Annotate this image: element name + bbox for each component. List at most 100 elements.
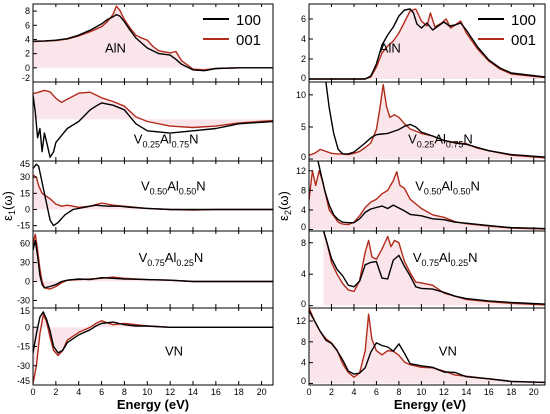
- x-tick-label: 8: [122, 387, 127, 397]
- right-ylabel: ε2(ω): [276, 191, 293, 221]
- x-tick-label: 20: [257, 387, 267, 397]
- series-100-line: [33, 13, 273, 72]
- y-tick-label: 0: [301, 222, 306, 232]
- x-tick-label: 8: [396, 387, 401, 397]
- legend-left-label-100: 100: [236, 12, 261, 29]
- panel-left-1: V0.25Al0.75N: [32, 81, 274, 162]
- y-tick-label: 4: [301, 205, 306, 215]
- label-mid: Al: [160, 132, 172, 147]
- series-001-fill: [309, 308, 545, 384]
- x-tick-label: 2: [329, 387, 334, 397]
- y-tick-label: 2: [301, 54, 306, 64]
- x-tick-label: 16: [484, 387, 494, 397]
- x-tick-label: 0: [30, 387, 35, 397]
- label-pre: V: [413, 250, 422, 265]
- x-tick-label: 10: [142, 387, 152, 397]
- panel-left-3: 60 30 0 -30 V0.75Al0.25N: [17, 230, 274, 309]
- label-post: N: [196, 178, 205, 193]
- x-tick-label: 6: [374, 387, 379, 397]
- label-post: N: [468, 250, 477, 265]
- y-tick-label: 15: [20, 306, 30, 316]
- panel-label: AlN: [105, 40, 126, 55]
- y-tick-label: 6: [25, 20, 30, 30]
- label-sub2: 0.75: [172, 140, 190, 150]
- y-tick-label: 4: [301, 269, 306, 279]
- label-pre: AlN: [380, 40, 401, 55]
- y-tick-label: 0: [301, 376, 306, 386]
- y-tick-label: 0: [25, 204, 30, 214]
- y-tick-label: 8: [301, 337, 306, 347]
- y-tick-label: 45: [20, 159, 30, 169]
- y-tick-label: 0: [301, 299, 306, 309]
- series-100-line: [33, 163, 273, 227]
- series-001-fill: [309, 9, 545, 79]
- y-tick-label: 4: [301, 358, 306, 368]
- series-100-line: [322, 231, 545, 305]
- label-pre: VN: [165, 344, 183, 359]
- y-tick-label: 10: [296, 90, 306, 100]
- series-100-line: [309, 310, 545, 384]
- label-sub1: 0.75: [422, 258, 440, 268]
- panel-label: V0.75Al0.25N: [139, 250, 204, 268]
- x-tick-label: 6: [99, 387, 104, 397]
- series-100-line: [325, 82, 545, 158]
- right-ylabel-tail: (ω): [276, 191, 291, 210]
- panel-label: VN: [439, 344, 457, 359]
- x-tick-label: 14: [188, 387, 198, 397]
- label-pre: AlN: [105, 40, 126, 55]
- panels-layer: -202468AlNV0.25Al0.75N4530150-15V0.50Al0…: [17, 3, 546, 397]
- y-tick-label: -30: [17, 361, 30, 371]
- right-xlabel: Energy (eV): [394, 397, 466, 412]
- legend-left: 100 001: [203, 12, 261, 49]
- label-post: N: [194, 250, 203, 265]
- left-xlabel: Energy (eV): [117, 397, 189, 412]
- panel-label: VN: [165, 344, 183, 359]
- right-ylabel-sub: 2: [283, 210, 293, 215]
- series-001-fill: [33, 90, 273, 128]
- x-tick-label: 4: [76, 387, 81, 397]
- label-mid: Al: [167, 178, 179, 193]
- y-tick-label: 0: [25, 322, 30, 332]
- series-001-line: [33, 89, 273, 129]
- label-post: N: [463, 132, 472, 147]
- label-mid: Al: [434, 132, 446, 147]
- label-pre: V: [415, 178, 424, 193]
- y-tick-label: -30: [17, 295, 30, 305]
- panel-left-4: 0 2 4 6 8 10 12 14 16 18 20 15 0 -15 -30 -45 VN: [17, 306, 274, 397]
- label-post: N: [189, 132, 198, 147]
- label-sub2: 0.25: [176, 258, 194, 268]
- panel-right-1: 0 5 10 V0.25Al0.75N: [296, 81, 546, 162]
- y-tick-label: 12: [296, 166, 306, 176]
- series-100-line: [33, 94, 273, 159]
- series-100-line: [33, 239, 273, 289]
- panel-label: V0.50Al0.50N: [415, 178, 480, 196]
- y-tick-label: 4: [301, 34, 306, 44]
- label-mid: Al: [441, 178, 453, 193]
- series-001-fill: [33, 175, 273, 210]
- series-001-fill: [309, 84, 545, 160]
- y-tick-label: 6: [301, 14, 306, 24]
- left-ylabel: ε1(ω): [0, 191, 17, 221]
- y-tick-label: 60: [20, 239, 30, 249]
- left-ylabel-tail: (ω): [0, 191, 15, 210]
- y-tick-label: 15: [20, 188, 30, 198]
- y-tick-label: -2: [22, 73, 30, 83]
- y-tick-label: 30: [20, 258, 30, 268]
- legend-right-label-001: 001: [511, 32, 536, 49]
- panel-left-0: -20 2 4 6 8 AlN: [22, 3, 274, 83]
- panel-label: AlN: [380, 40, 401, 55]
- series-100-line: [309, 8, 545, 80]
- y-tick-label: 0: [301, 152, 306, 162]
- panel-frame: [32, 230, 274, 309]
- left-ylabel-sub: 1: [7, 210, 17, 215]
- label-mid: Al: [439, 250, 451, 265]
- panel-label: V0.25Al0.75N: [408, 132, 473, 150]
- panel-frame: [308, 307, 546, 386]
- series-100-line: [317, 161, 545, 230]
- panel-right-4: 0 2 4 6 8 10 12 14 16 18 20 0 4 8 12 VN: [296, 307, 546, 397]
- label-mid: Al: [165, 250, 177, 265]
- x-tick-label: 10: [416, 387, 426, 397]
- y-tick-label: 8: [25, 6, 30, 16]
- label-pre: V: [139, 250, 148, 265]
